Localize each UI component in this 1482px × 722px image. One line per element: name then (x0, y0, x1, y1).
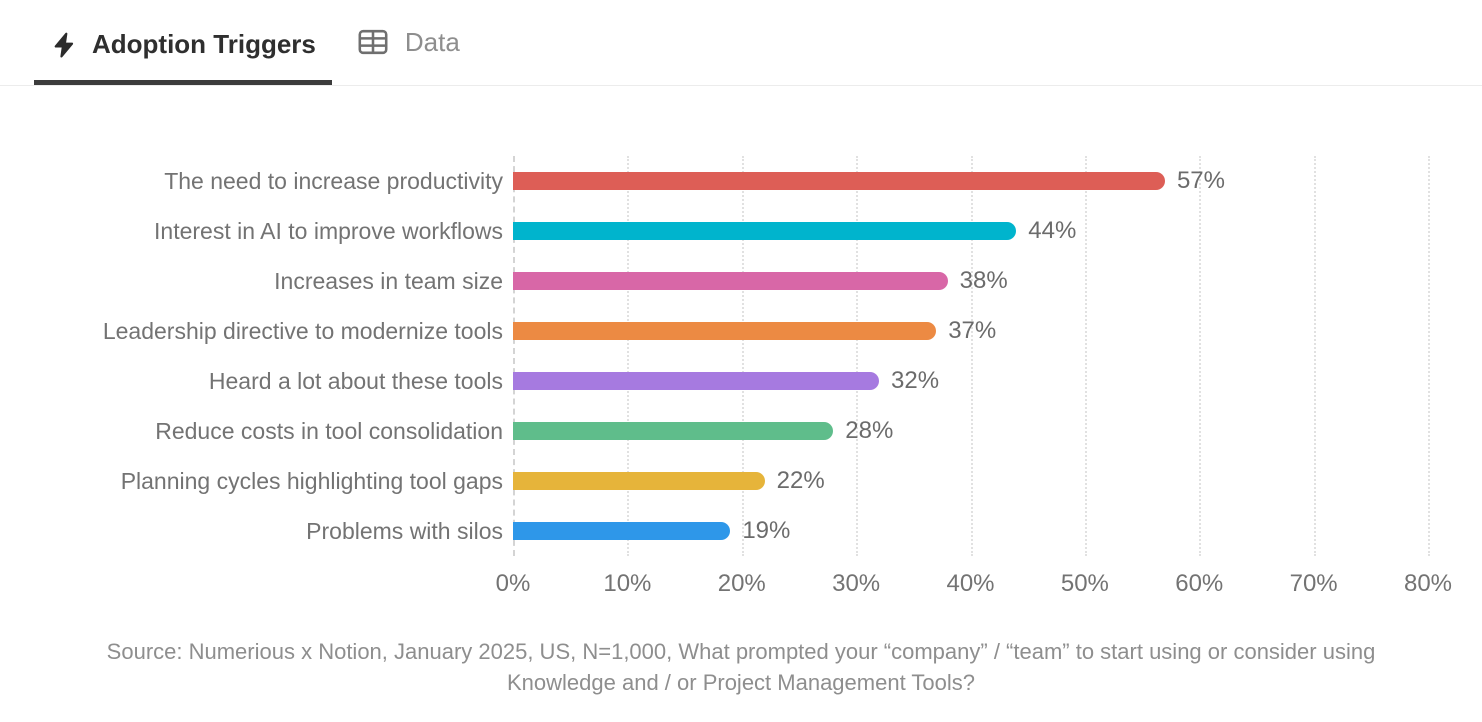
x-tick-label: 10% (603, 570, 652, 597)
y-axis-line (513, 156, 515, 556)
bar-row: Planning cycles highlighting tool gaps 22… (0, 456, 1482, 506)
tab-adoption-triggers[interactable]: Adoption Triggers (34, 5, 332, 85)
bar-chart: The need to increase productivity 57% Inte… (0, 156, 1482, 608)
category-label: Leadership directive to modernize tools (102, 317, 503, 344)
bar-row: The need to increase productivity 57% (0, 156, 1482, 206)
gridline (856, 156, 859, 556)
x-tick-label: 50% (1060, 570, 1109, 597)
gridline (1084, 156, 1087, 556)
x-tick-label: 0% (495, 570, 531, 597)
x-tick-label: 80% (1403, 570, 1453, 597)
gridline (1199, 156, 1202, 556)
x-axis: 0% 10% 20% 30% 40% 50% 60% 70% 80% (0, 562, 1482, 608)
table-icon (355, 24, 391, 60)
bar-row: Reduce costs in tool consolidation 28% (0, 406, 1482, 456)
category-label: Heard a lot about these tools (208, 367, 503, 394)
bar (513, 522, 731, 540)
bar-track: 38% (513, 256, 1482, 306)
source-caption: Source: Numerious x Notion, January 2025… (106, 639, 1376, 695)
value-label: 28% (845, 417, 894, 444)
category-label: Planning cycles highlighting tool gaps (120, 467, 503, 494)
bar-row: Leadership directive to modernize tools 3… (0, 306, 1482, 356)
bar (513, 172, 1165, 190)
category-label: The need to increase productivity (164, 167, 503, 194)
grid-layer (513, 156, 1430, 556)
bar-track: 57% (513, 156, 1482, 206)
bar-track: 19% (513, 506, 1482, 556)
bar-track: 22% (513, 456, 1482, 506)
bar (513, 272, 948, 290)
value-label: 44% (1028, 217, 1077, 244)
bar (513, 322, 937, 340)
bar-track: 32% (513, 356, 1482, 406)
bar (513, 222, 1017, 240)
gridline (1313, 156, 1316, 556)
bar-track: 37% (513, 306, 1482, 356)
x-tick-label: 60% (1175, 570, 1224, 597)
bar (513, 472, 765, 490)
bar-row: Problems with silos 19% (0, 506, 1482, 556)
bar (513, 422, 834, 440)
tab-bar: Adoption Triggers Data (0, 0, 1482, 86)
tab-label: Adoption Triggers (92, 29, 316, 59)
gridline (741, 156, 744, 556)
plot-area: The need to increase productivity 57% Inte… (0, 156, 1482, 556)
category-label: Reduce costs in tool consolidation (155, 417, 503, 444)
value-label: 38% (959, 267, 1008, 294)
x-tick-label: 70% (1289, 570, 1338, 597)
gridline (970, 156, 973, 556)
value-label: 57% (1176, 167, 1225, 194)
lightning-bolt-icon (50, 31, 78, 59)
tab-label: Data (404, 26, 460, 57)
bar-track: 28% (513, 406, 1482, 456)
category-label: Increases in team size (274, 267, 503, 294)
bar (513, 372, 879, 390)
x-tick-label: 30% (832, 570, 881, 597)
value-label: 37% (948, 317, 997, 344)
bar-row: Interest in AI to improve workflows 44% (0, 206, 1482, 256)
gridline (1428, 156, 1430, 556)
category-label: Interest in AI to improve workflows (154, 217, 503, 244)
bar-row: Heard a lot about these tools 32% (0, 356, 1482, 406)
x-tick-label: 20% (717, 570, 766, 597)
value-label: 19% (742, 517, 791, 544)
tab-data[interactable]: Data (339, 0, 476, 85)
value-label: 32% (891, 367, 940, 394)
gridline (627, 156, 630, 556)
bar-row: Increases in team size 38% (0, 256, 1482, 306)
x-tick-label: 40% (946, 570, 995, 597)
category-label: Problems with silos (306, 517, 503, 544)
bar-track: 44% (513, 206, 1482, 256)
value-label: 22% (776, 467, 825, 494)
